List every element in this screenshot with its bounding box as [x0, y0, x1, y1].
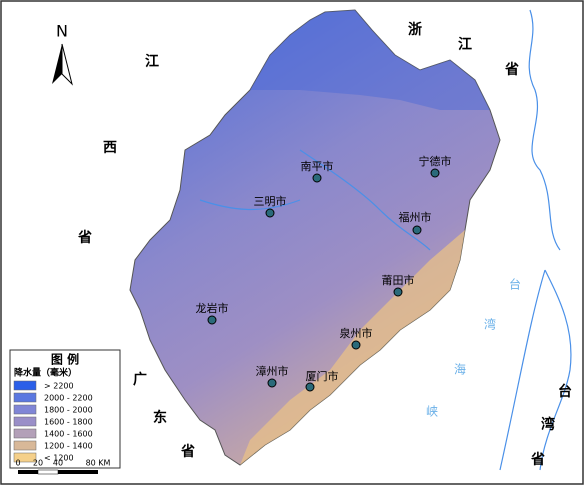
legend-label: < 1200: [44, 454, 74, 463]
city-dot: [267, 378, 277, 388]
scale-label: 80 KM: [86, 459, 111, 468]
province-label: 省: [504, 61, 519, 78]
scale-label: 0: [15, 459, 20, 468]
city-label: 宁德市: [419, 154, 452, 168]
city-label: 漳州市: [256, 364, 289, 378]
strait-label: 台: [509, 277, 521, 292]
north-arrow: N: [52, 22, 73, 86]
city-dot: [207, 315, 217, 325]
legend-swatch: [13, 416, 37, 427]
province-label: 省: [180, 443, 195, 460]
province-label: 省: [77, 229, 92, 246]
legend-label: 2000 - 2200: [44, 394, 93, 403]
legend-swatch: [13, 440, 37, 451]
city-label: 龙岩市: [196, 301, 229, 315]
province-label: 江: [145, 53, 159, 70]
legend-subtitle: 降水量（毫米）: [14, 367, 77, 379]
city-label: 厦门市: [306, 369, 339, 383]
coastline: [199, 9, 572, 471]
legend-swatch: [13, 380, 37, 391]
city-dot: [305, 382, 315, 392]
city-dot: [312, 173, 322, 183]
scale-label: 40: [53, 459, 63, 468]
scale-label: 20: [33, 459, 43, 468]
strait-label: 峡: [426, 405, 438, 419]
legend-label: 1800 - 2000: [44, 406, 93, 415]
legend-swatch: [13, 404, 37, 415]
city-label: 泉州市: [340, 326, 373, 340]
legend-label: 1200 - 1400: [44, 442, 93, 451]
legend-swatch: [13, 452, 37, 463]
city-dot: [393, 287, 403, 297]
legend-label: 1600 - 1800: [44, 418, 93, 427]
legend-swatch: [13, 392, 37, 403]
province-label: 湾: [541, 416, 555, 433]
city-dot: [265, 208, 275, 218]
city-label: 福州市: [399, 210, 432, 224]
province-label: 西: [103, 140, 117, 156]
province-label: 浙: [408, 21, 422, 38]
province-label: 江: [458, 36, 472, 53]
city-dot: [351, 340, 361, 350]
strait-label: 海: [454, 362, 466, 377]
mountain-zone: [250, 10, 490, 110]
city-dot: [430, 168, 440, 178]
city-label: 莆田市: [382, 273, 415, 287]
city-label: 三明市: [254, 194, 287, 208]
legend-swatch: [13, 428, 37, 439]
province-label: 广: [133, 371, 147, 388]
province-label: 省: [530, 451, 545, 468]
strait-label: 湾: [484, 317, 496, 332]
north-label: N: [56, 22, 68, 41]
city-dot: [412, 225, 422, 235]
scale-bar: [18, 469, 98, 475]
legend-label: > 2200: [44, 382, 74, 391]
province-label: 台: [558, 383, 572, 400]
legend-label: 1400 - 1600: [44, 430, 93, 439]
city-label: 南平市: [301, 159, 334, 173]
province-label: 东: [153, 409, 167, 426]
legend-title: 图 例: [51, 352, 79, 367]
